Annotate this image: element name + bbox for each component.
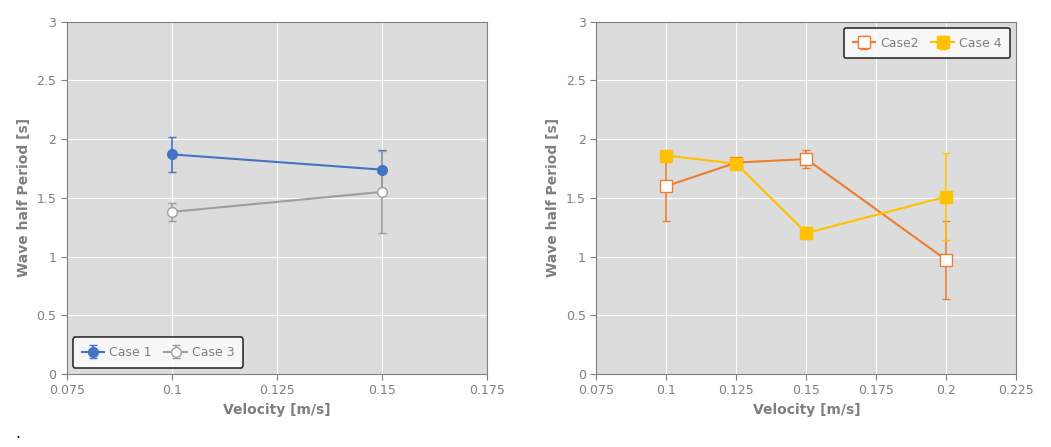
Y-axis label: Wave half Period [s]: Wave half Period [s] bbox=[547, 118, 560, 278]
Legend: Case 1, Case 3: Case 1, Case 3 bbox=[73, 337, 243, 368]
Y-axis label: Wave half Period [s]: Wave half Period [s] bbox=[17, 118, 30, 278]
Text: .: . bbox=[16, 426, 21, 441]
Legend: Case2, Case 4: Case2, Case 4 bbox=[844, 28, 1010, 59]
X-axis label: Velocity [m/s]: Velocity [m/s] bbox=[223, 403, 330, 417]
X-axis label: Velocity [m/s]: Velocity [m/s] bbox=[753, 403, 860, 417]
